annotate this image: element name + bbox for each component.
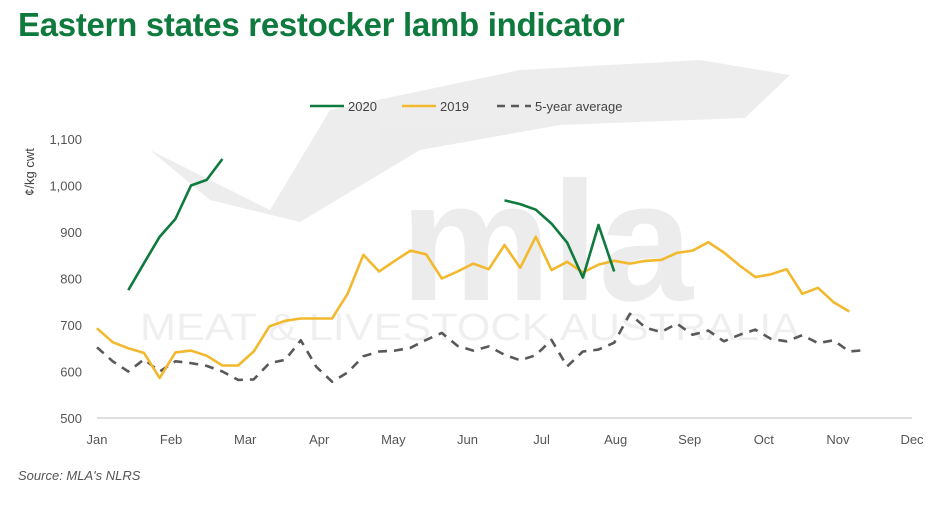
y-tick-label: 600 (60, 365, 82, 380)
x-tick-label: Sep (678, 432, 701, 447)
x-tick-label: Feb (160, 432, 182, 447)
series-line-2020-segment (504, 199, 616, 279)
y-tick-label: 900 (60, 225, 82, 240)
y-tick-label: 800 (60, 272, 82, 287)
series-line-5-year-average (96, 312, 866, 384)
series-line-2019 (96, 235, 850, 380)
legend-label-2020: 2020 (348, 99, 377, 114)
watermark-brand: mla (400, 147, 694, 337)
x-tick-label: Oct (754, 432, 775, 447)
series-line-2020 (127, 158, 224, 291)
legend-label-5-year-average: 5-year average (535, 99, 622, 114)
x-tick-label: Apr (309, 432, 330, 447)
chart-title: Eastern states restocker lamb indicator (18, 6, 625, 43)
source-note: Source: MLA's NLRS (18, 468, 141, 483)
y-tick-label: 1,100 (49, 132, 82, 147)
x-tick-label: May (381, 432, 406, 447)
legend: 2020 2019 5-year average (310, 99, 622, 114)
x-tick-label: Aug (604, 432, 627, 447)
y-tick-label: 1,000 (49, 179, 82, 194)
x-tick-label: Mar (234, 432, 257, 447)
y-tick-label: 500 (60, 411, 82, 426)
x-tick-label: Jan (87, 432, 108, 447)
y-tick-label: 700 (60, 318, 82, 333)
legend-label-2019: 2019 (440, 99, 469, 114)
mla-watermark-logo: mla (150, 60, 790, 337)
x-tick-label: Dec (900, 432, 924, 447)
x-tick-label: Jul (533, 432, 550, 447)
y-axis-label: ¢/kg cwt (22, 148, 37, 196)
x-tick-label: Jun (457, 432, 478, 447)
watermark-tagline: MEAT & LIVESTOCK AUSTRALIA (140, 307, 801, 349)
x-tick-label: Nov (826, 432, 850, 447)
